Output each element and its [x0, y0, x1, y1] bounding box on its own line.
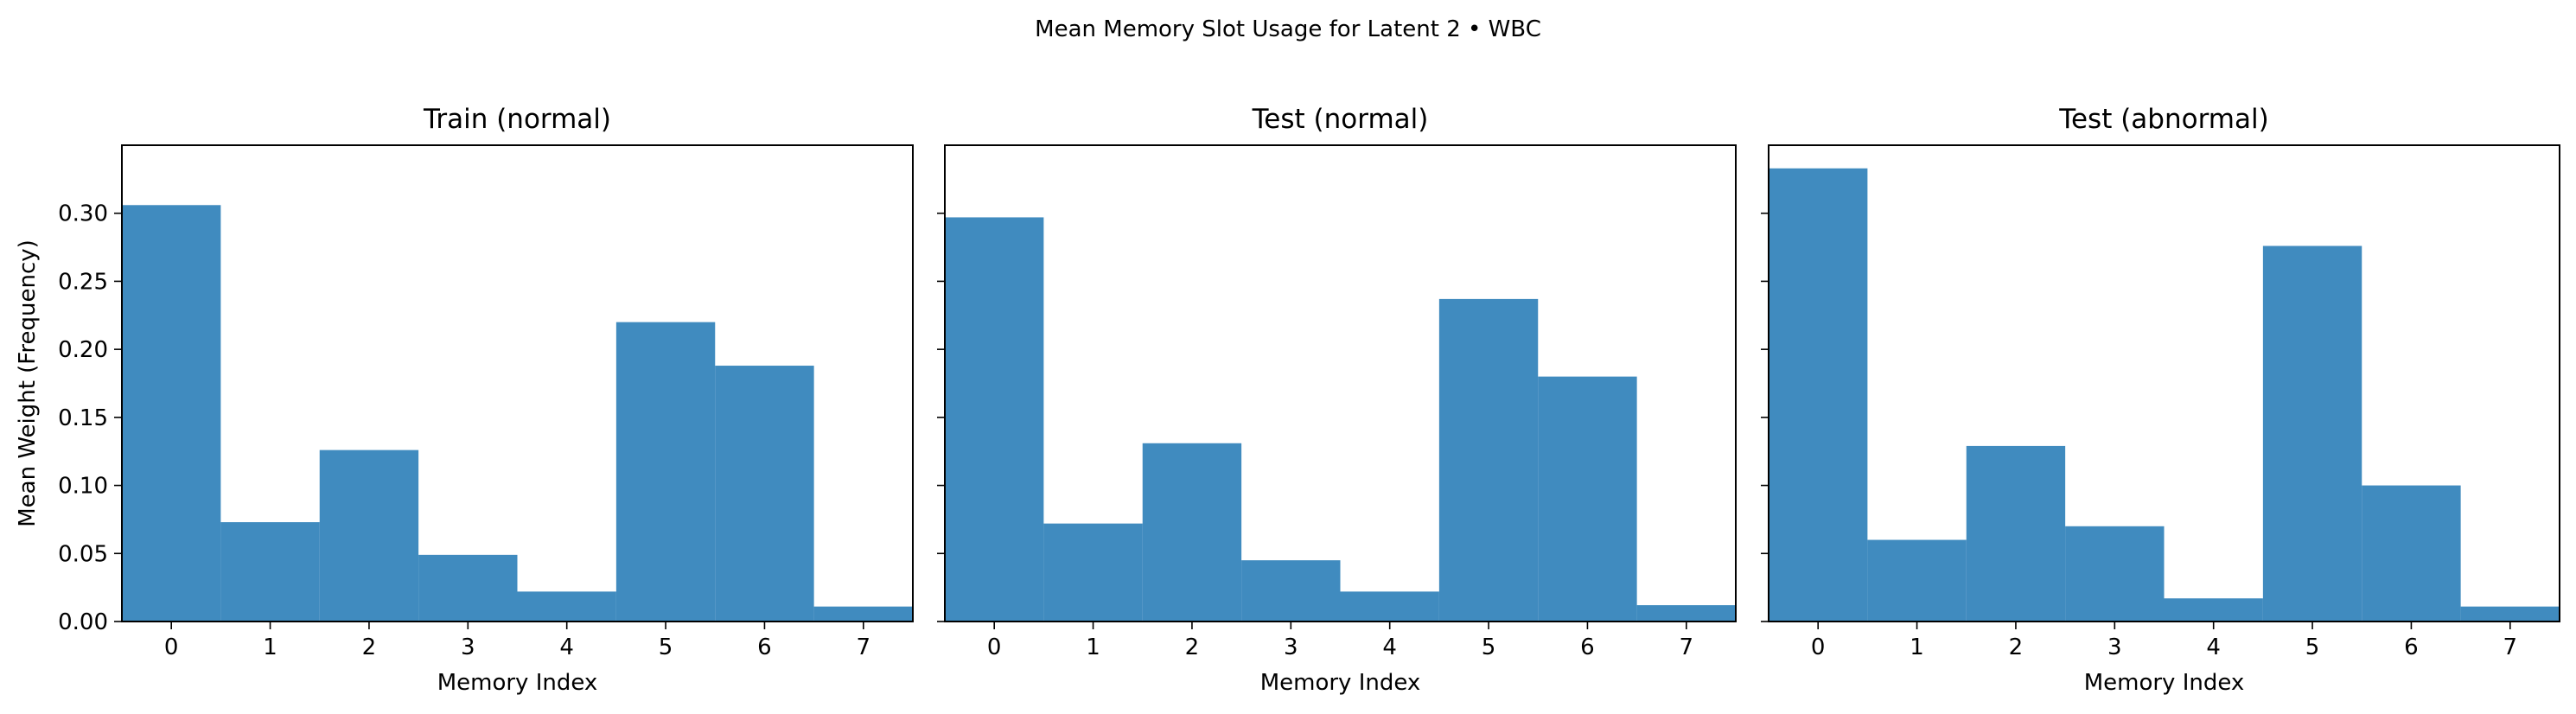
x-tick-label: 5	[659, 634, 673, 660]
x-tick-label: 0	[987, 634, 1002, 660]
x-axis-label: Memory Index	[1260, 670, 1421, 696]
bar-0	[122, 205, 221, 622]
bar-0	[1769, 168, 1868, 622]
x-tick-label: 3	[461, 634, 475, 660]
y-tick-label: 0.25	[58, 269, 108, 295]
bar-7	[813, 606, 913, 622]
subplot-3: 0 1 2 3 4 5 6 7 Test (abnormal) Memory Index	[1761, 104, 2560, 696]
x-tick-label: 4	[559, 634, 574, 660]
axes-frame	[1768, 144, 2560, 622]
x-tick-label: 6	[757, 634, 772, 660]
bar-2	[1966, 445, 2066, 622]
subplot-title: Test (abnormal)	[2058, 104, 2268, 135]
bar-4	[2164, 598, 2263, 622]
y-tick-label: 0.00	[58, 609, 108, 635]
x-tick-label: 1	[263, 634, 277, 660]
y-tick-label: 0.05	[58, 541, 108, 567]
y-axis-label: Mean Weight (Frequency)	[15, 239, 41, 527]
bar-7	[1636, 605, 1736, 622]
bar-6	[1538, 376, 1637, 622]
x-tick-label: 2	[1185, 634, 1200, 660]
figure-suptitle: Mean Memory Slot Usage for Latent 2 • WB…	[1035, 16, 1541, 42]
x-axis-label: Memory Index	[437, 670, 598, 696]
y-tick-label: 0.20	[58, 337, 108, 363]
y-tick-label: 0.30	[58, 201, 108, 227]
x-tick-label: 2	[2009, 634, 2024, 660]
bar-5	[1438, 298, 1539, 622]
bar-3	[2065, 526, 2165, 622]
x-axis-label: Memory Index	[2084, 670, 2245, 696]
subplot-1: 0 1 2 3 4 5 6 7 0.00 0.05 0.10 0.15 0.20 0.25 0.30 Trai…	[15, 104, 914, 696]
x-tick-label: 7	[2503, 634, 2518, 660]
bar-2	[1142, 443, 1242, 622]
x-tick-label: 3	[1284, 634, 1298, 660]
x-tick-label: 3	[2107, 634, 2122, 660]
bar-5	[615, 322, 716, 622]
x-tick-label: 0	[1811, 634, 1826, 660]
axes-frame	[121, 144, 914, 622]
bar-6	[2362, 485, 2461, 622]
subplot-2: 0 1 2 3 4 5 6 7 Test (normal) Memory Index	[937, 104, 1737, 696]
x-tick-label: 1	[1086, 634, 1100, 660]
x-tick-label: 5	[1482, 634, 1496, 660]
x-tick-label: 6	[2404, 634, 2419, 660]
x-tick-label: 7	[857, 634, 871, 660]
bar-7	[2460, 606, 2560, 622]
x-tick-label: 7	[1680, 634, 1694, 660]
bar-1	[1867, 539, 1967, 622]
bar-4	[1340, 591, 1439, 622]
axes-frame	[944, 144, 1737, 622]
x-tick-label: 5	[2305, 634, 2320, 660]
x-tick-label: 4	[2206, 634, 2221, 660]
subplot-title: Test (normal)	[1252, 104, 1429, 135]
subplot-title: Train (normal)	[423, 104, 611, 135]
bar-2	[319, 449, 419, 622]
bar-6	[715, 366, 814, 622]
x-tick-label: 1	[1910, 634, 1924, 660]
x-tick-label: 6	[1580, 634, 1595, 660]
y-tick-label: 0.15	[58, 405, 108, 431]
subplots: 0 1 2 3 4 5 6 7 0.00 0.05 0.10 0.15 0.20 0.25 0.30 Trai…	[15, 104, 2560, 696]
bar-5	[2262, 245, 2362, 622]
bar-3	[1241, 560, 1341, 622]
x-tick-label: 2	[362, 634, 377, 660]
bar-4	[517, 591, 616, 622]
bar-1	[1043, 523, 1143, 622]
y-tick-label: 0.10	[58, 474, 108, 500]
bar-0	[945, 217, 1044, 622]
bar-1	[220, 522, 320, 622]
x-tick-label: 4	[1382, 634, 1397, 660]
bar-3	[418, 554, 518, 622]
x-tick-label: 0	[164, 634, 179, 660]
